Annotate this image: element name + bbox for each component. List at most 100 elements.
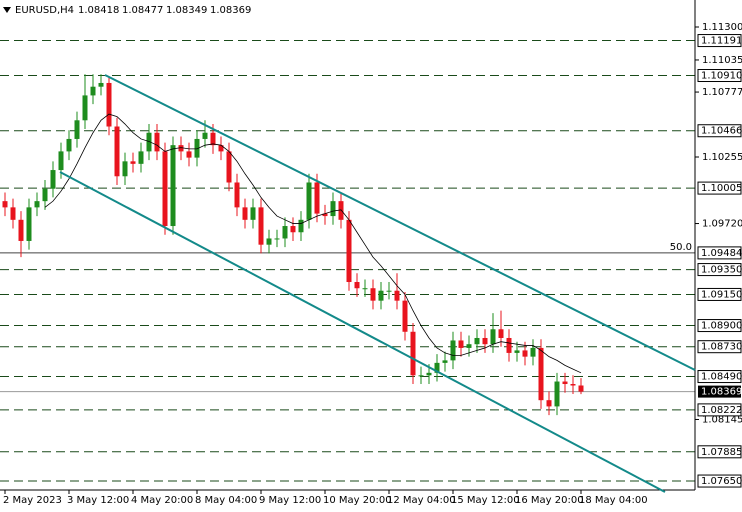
- candle-body: [274, 238, 280, 240]
- candle-body: [450, 340, 456, 361]
- candle-body: [50, 170, 56, 189]
- candle-body: [298, 219, 304, 233]
- y-tick-label: 1.11300: [702, 22, 742, 33]
- candle-body: [410, 331, 416, 376]
- level-label: 1.10005: [701, 183, 742, 194]
- candle-body: [34, 201, 40, 208]
- level-label-box: [697, 263, 742, 277]
- moving-average: [44, 113, 582, 374]
- candle-body: [154, 132, 160, 152]
- candle-body: [514, 350, 520, 353]
- y-tick-label: 1.10777: [702, 87, 742, 98]
- y-tick-label: 1.10255: [702, 152, 742, 163]
- candle-body: [282, 226, 288, 239]
- level-label: 1.09350: [701, 265, 742, 276]
- y-tick-label: 1.09720: [702, 219, 742, 230]
- candle-body: [434, 362, 440, 373]
- candle-body: [202, 132, 208, 139]
- candle-body: [474, 337, 480, 345]
- candle-body: [394, 290, 400, 301]
- x-tick-label: 8 May 04:00: [195, 495, 257, 506]
- candle-body: [2, 201, 8, 208]
- plot-area: [0, 40, 695, 482]
- candle-body: [122, 161, 128, 177]
- level-label-box: [697, 403, 742, 417]
- candle-body: [490, 329, 496, 345]
- current-price-box: [698, 385, 741, 398]
- fib-label: 50.0: [670, 242, 692, 253]
- candle-body: [538, 347, 544, 401]
- level-label-box: [697, 445, 742, 459]
- candle-body: [10, 207, 16, 220]
- level-label-box: [697, 319, 742, 333]
- level-label-box: [697, 181, 742, 195]
- x-tick-label: 10 May 20:00: [323, 495, 392, 506]
- candle-body: [170, 145, 176, 227]
- candle-body: [522, 350, 528, 357]
- x-tick-label: 15 May 12:00: [451, 495, 520, 506]
- level-label-box: [697, 474, 742, 488]
- level-label-box: [697, 287, 742, 301]
- candle-body: [114, 126, 120, 177]
- level-label: 1.08222: [701, 405, 742, 416]
- candle-body: [530, 347, 536, 357]
- level-label: 1.08730: [701, 342, 742, 353]
- candle-body: [210, 132, 216, 146]
- candle-body: [346, 219, 352, 283]
- candle-body: [418, 375, 424, 377]
- level-label: 1.09484: [701, 248, 742, 259]
- candle-body: [578, 385, 584, 392]
- channel-upper: [104, 74, 696, 371]
- candle-body: [18, 219, 24, 241]
- candle-body: [82, 95, 88, 121]
- level-label-box: [697, 370, 742, 384]
- candle-body: [146, 132, 152, 152]
- candle-body: [226, 151, 232, 183]
- candle-body: [218, 145, 224, 152]
- x-tick-label: 16 May 20:00: [515, 495, 584, 506]
- symbol: EURUSD,H4: [15, 5, 74, 16]
- y-tick-label: 1.08145: [702, 414, 742, 425]
- candle-body: [66, 138, 72, 152]
- candle-body: [42, 188, 48, 202]
- candle-body: [506, 337, 512, 353]
- candle-body: [162, 151, 168, 227]
- candle-body: [98, 82, 104, 87]
- candle-body: [482, 337, 488, 345]
- candle-body: [186, 151, 192, 158]
- candle-body: [250, 207, 256, 220]
- candle-body: [306, 182, 312, 220]
- candle-body: [242, 207, 248, 220]
- candle-body: [106, 82, 112, 127]
- header-close: 1.08369: [210, 5, 251, 16]
- x-tick-label: 4 May 20:00: [131, 495, 193, 506]
- level-label: 1.10910: [701, 71, 742, 82]
- level-label: 1.11191: [701, 36, 742, 47]
- candle-body: [442, 360, 448, 363]
- candle-body: [178, 145, 184, 152]
- candle-body: [466, 344, 472, 348]
- candle-body: [458, 340, 464, 348]
- candle-body: [138, 151, 144, 164]
- candle-body: [258, 207, 264, 245]
- menu-arrow[interactable]: [3, 7, 11, 13]
- level-label-box: [697, 34, 742, 48]
- candle-body: [266, 238, 272, 245]
- level-label-box: [697, 124, 742, 138]
- candle-body: [354, 282, 360, 289]
- candle-body: [26, 207, 32, 241]
- candle-body: [378, 290, 384, 301]
- candle-body: [546, 400, 552, 407]
- x-tick-label: 2 May 2023: [3, 495, 62, 506]
- candle-body: [130, 161, 136, 164]
- candle-body: [314, 182, 320, 214]
- header-low: 1.08349: [166, 5, 207, 16]
- current-price-label: 1.08369: [701, 387, 742, 398]
- level-label-box: [697, 69, 742, 83]
- candle-body: [402, 300, 408, 332]
- level-label-box: [697, 246, 742, 260]
- x-tick-label: 3 May 12:00: [67, 495, 129, 506]
- candle-body: [194, 138, 200, 158]
- candle-body: [58, 151, 64, 171]
